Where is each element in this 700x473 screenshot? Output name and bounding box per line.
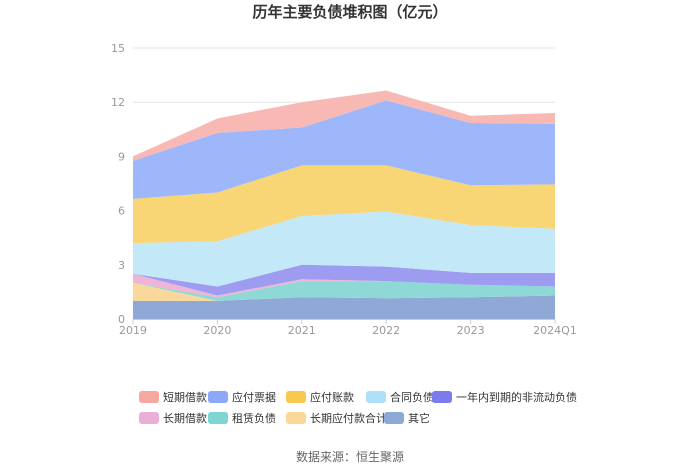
area-series-8 [133,90,555,161]
y-axis: 0 3 6 9 12 15 [111,42,125,326]
legend-swatch [384,412,404,424]
area-series-5 [133,211,555,287]
x-tick-label: 2023 [457,324,485,337]
legend-swatch [208,412,228,424]
legend-swatch [139,412,159,424]
x-tick-label: 2019 [119,324,147,337]
area-series-1 [133,282,555,301]
legend-label: 一年内到期的非流动负债 [456,390,577,404]
x-tick-label: 2024Q1 [533,324,577,337]
legend-swatch [432,391,452,403]
legend-swatch [139,391,159,403]
chart-title: 历年主要负债堆积图（亿元） [252,3,447,21]
area-series-6 [133,165,555,244]
y-tick-label: 12 [111,96,125,109]
legend-swatch [208,391,228,403]
area-series [133,90,555,319]
legend-label: 长期借款 [163,411,207,425]
legend-label: 长期应付款合计 [310,411,387,425]
legend-label: 应付票据 [232,390,276,404]
legend-swatch [286,391,306,403]
area-series-0 [133,295,555,319]
legend-label: 短期借款 [163,390,207,404]
y-tick-label: 0 [118,313,125,326]
y-tick-label: 3 [118,259,125,272]
y-tick-label: 9 [118,150,125,163]
legend-swatch [286,412,306,424]
y-tick-label: 6 [118,205,125,218]
x-tick-label: 2020 [203,324,231,337]
legend-label: 应付账款 [310,390,354,404]
legend-label: 其它 [408,411,430,425]
legend-swatch [366,391,386,403]
x-tick-label: 2021 [288,324,316,337]
x-axis: 2019 2020 2021 2022 2023 2024Q1 [119,319,577,337]
legend-label: 租赁负债 [232,411,276,425]
source-text: 数据来源：恒生聚源 [296,449,404,464]
area-series-4 [133,264,555,296]
area-series-2 [133,281,555,301]
y-tick-label: 15 [111,42,125,55]
legend-label: 合同负债 [390,390,434,404]
area-series-7 [133,100,555,199]
x-tick-label: 2022 [372,324,400,337]
